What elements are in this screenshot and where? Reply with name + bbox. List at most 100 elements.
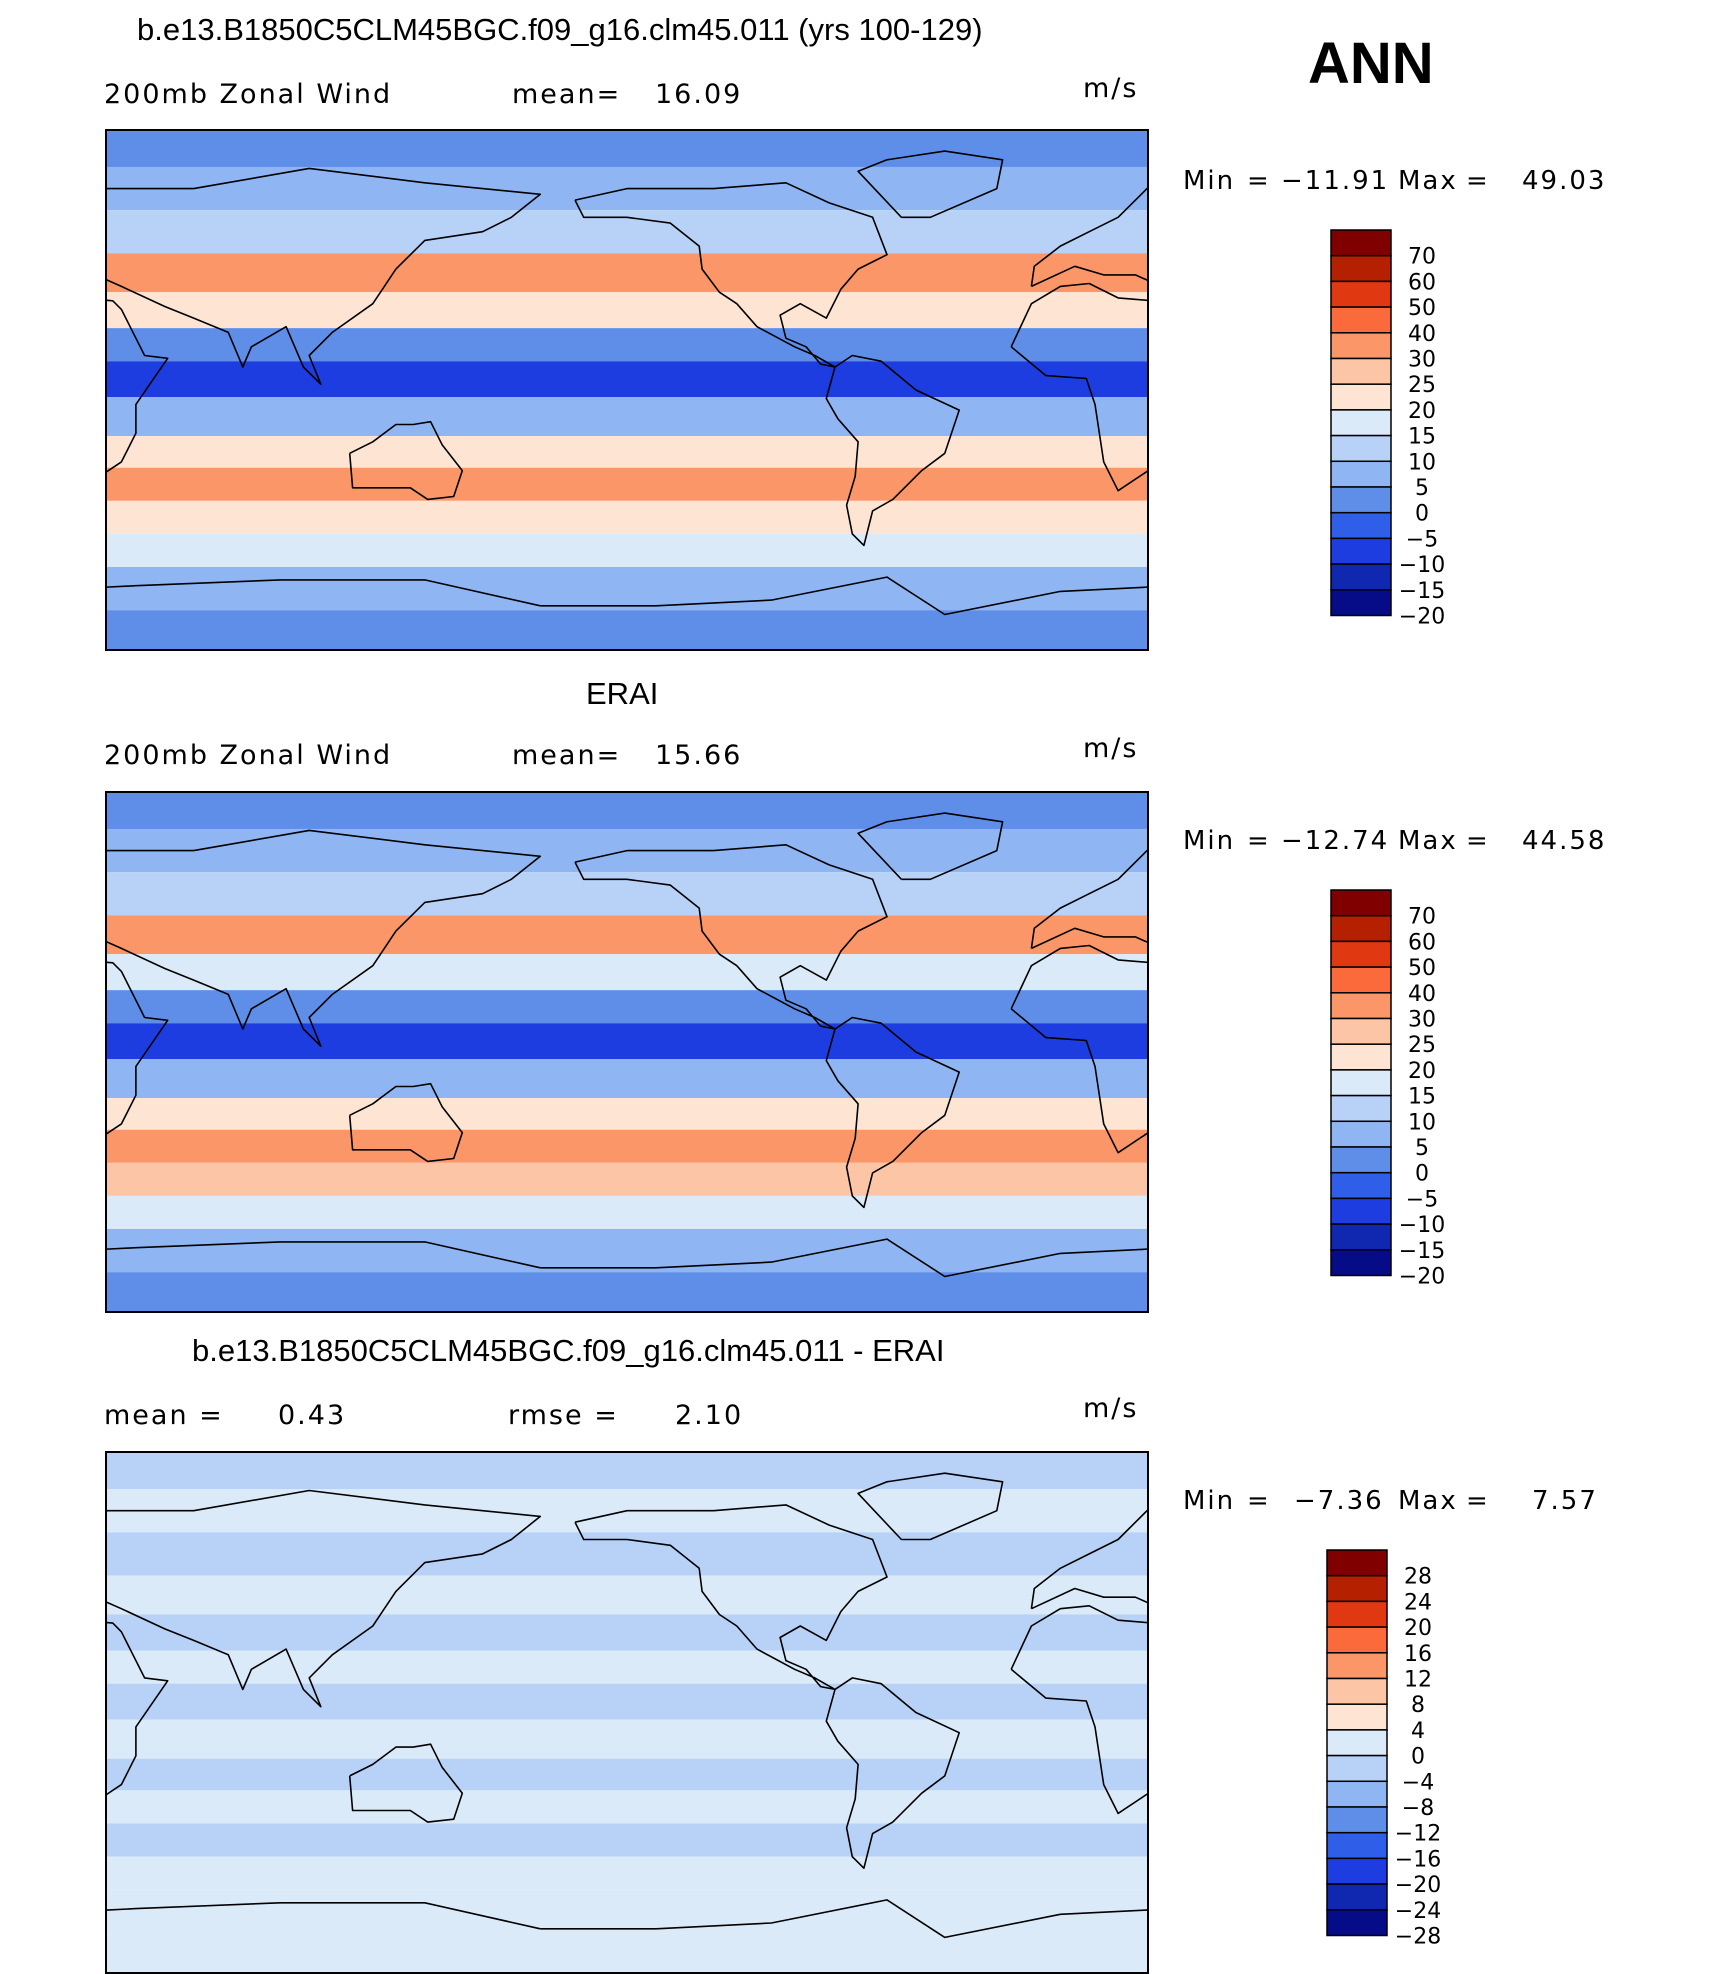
colorbar-tick-label: 30 (1408, 1008, 1436, 1033)
colorbar-swatch (1330, 1043, 1392, 1071)
contour-band (107, 793, 1147, 829)
colorbar-swatch (1326, 1857, 1388, 1885)
coastline (107, 1489, 542, 1708)
colorbar-swatch (1330, 1017, 1392, 1045)
units-label: m/s (1083, 733, 1139, 764)
colorbar-swatch (1330, 914, 1392, 943)
colorbar-swatch (1330, 409, 1392, 437)
stat1-label: mean= (512, 79, 622, 110)
colorbar-tick-label: 40 (1408, 322, 1436, 347)
max-value: 49.03 (1522, 166, 1607, 196)
colorbar-tick-label: 12 (1404, 1668, 1432, 1693)
coastline (574, 1504, 888, 1691)
panel-title: b.e13.B1850C5CLM45BGC.f09_g16.clm45.011 … (137, 12, 983, 47)
coastline (857, 150, 1004, 219)
coastline (348, 1743, 464, 1823)
colorbar-swatch (1330, 306, 1392, 334)
contour-band (107, 1023, 1147, 1060)
colorbar-tick-label: 28 (1404, 1565, 1432, 1590)
coastline (1030, 1509, 1147, 1610)
colorbar-tick-label: −20 (1399, 1265, 1445, 1290)
colorbar-tick-label: 50 (1408, 296, 1436, 321)
coastline (107, 167, 542, 385)
colorbar-tick-label: 20 (1408, 1059, 1436, 1084)
colorbar-tick-label: 40 (1408, 982, 1436, 1007)
contour-band (107, 954, 1147, 991)
colorbar-tick-label: −24 (1395, 1899, 1441, 1924)
coastline (107, 961, 169, 1135)
min-value: −11.91 (1281, 166, 1390, 196)
max-equals: = (1466, 1486, 1490, 1516)
min-label: Min (1183, 166, 1236, 196)
colorbar-swatch (1326, 1626, 1388, 1654)
contour-band (107, 1758, 1147, 1791)
colorbar-swatch (1330, 1197, 1392, 1225)
contour-band (107, 1059, 1147, 1099)
contour-band (107, 436, 1147, 468)
coastline (857, 812, 1004, 881)
coastline (1030, 187, 1147, 288)
contour-band (107, 467, 1147, 501)
colorbar-swatch (1330, 511, 1392, 540)
stat1-value: 16.09 (655, 79, 743, 110)
colorbar-swatch (1330, 1094, 1392, 1123)
coastline (540, 1899, 1147, 1939)
colorbar-swatch (1326, 1677, 1388, 1705)
colorbar-tick-label: 0 (1415, 1162, 1429, 1187)
coastline (1030, 849, 1147, 950)
contour-band (107, 1889, 1147, 1934)
colorbar-tick-label: 60 (1408, 270, 1436, 295)
min-label: Min (1183, 826, 1236, 856)
colorbar-swatch (1330, 1120, 1392, 1148)
colorbar-swatch (1326, 1574, 1388, 1603)
map-svg (107, 793, 1147, 1311)
contour-band (107, 1453, 1147, 1490)
contour-band (107, 131, 1147, 167)
colorbar-swatch (1326, 1909, 1388, 1937)
coastline (1010, 1605, 1147, 1815)
colorbar-tick-label: 25 (1408, 373, 1436, 398)
coastline (348, 1082, 464, 1163)
season-label: ANN (1308, 31, 1434, 96)
min-label: Min (1183, 1486, 1236, 1516)
colorbar-swatch (1326, 1549, 1388, 1577)
min-equals: = (1247, 1486, 1271, 1516)
colorbar-tick-label: 10 (1408, 450, 1436, 475)
contour-band (107, 253, 1147, 293)
colorbar-tick-label: −10 (1399, 553, 1445, 578)
colorbar-tick-label: 25 (1408, 1033, 1436, 1058)
colorbar-swatch (1330, 889, 1392, 917)
colorbar-tick-label: −5 (1406, 1187, 1438, 1212)
colorbar-swatch (1330, 383, 1392, 411)
colorbar-swatch (1326, 1883, 1388, 1911)
colorbar-tick-label: 8 (1411, 1693, 1425, 1718)
max-label: Max (1398, 826, 1458, 856)
colorbar-swatch (1330, 1249, 1392, 1277)
stat2-label: rmse = (508, 1400, 619, 1431)
colorbar-tick-label: 15 (1408, 1085, 1436, 1110)
contour-band (107, 328, 1147, 362)
colorbar-tick-label: −20 (1395, 1873, 1441, 1898)
contour-band (107, 915, 1147, 955)
contour-band (107, 1823, 1147, 1857)
max-equals: = (1466, 826, 1490, 856)
contour-band (107, 1129, 1147, 1163)
colorbar-tick-label: −12 (1395, 1822, 1441, 1847)
contour-band (107, 1650, 1147, 1684)
colorbar-tick-label: 5 (1415, 1136, 1429, 1161)
colorbar-tick-label: −5 (1406, 527, 1438, 552)
max-value: 7.57 (1532, 1486, 1598, 1516)
colorbar-tick-label: 10 (1408, 1110, 1436, 1135)
stat1-label: mean = (104, 1400, 224, 1431)
colorbar-swatch (1330, 460, 1392, 488)
contour-band (107, 610, 1147, 649)
colorbar-tick-label: 24 (1404, 1590, 1432, 1615)
contour-band (107, 1856, 1147, 1890)
contour-band (107, 1790, 1147, 1824)
min-value: −12.74 (1281, 826, 1390, 856)
colorbar-tick-label: −10 (1399, 1213, 1445, 1238)
contour-band (107, 1098, 1147, 1130)
coastline (574, 844, 888, 1030)
colorbar: 28 24 20 16 12 8 4 0 −4 −8 −12 −16 −20 −24 −28 (1326, 1549, 1476, 1950)
